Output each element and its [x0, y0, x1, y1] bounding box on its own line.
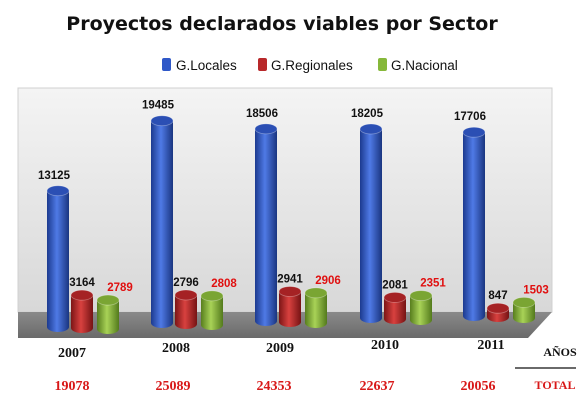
total-value: 19078	[55, 379, 90, 394]
data-label-regionales: 3164	[69, 277, 95, 289]
bar-regionales-2010	[383, 291, 407, 324]
data-label-locales: 18506	[246, 108, 278, 120]
x-axis-labels: 2007 2008 2009 2010 2011	[58, 338, 505, 361]
data-label-regionales: 847	[488, 290, 507, 302]
legend-label-regionales: G.Regionales	[271, 58, 353, 73]
bar-cap	[200, 290, 224, 302]
bar-locales-2007	[46, 185, 70, 332]
bar-cap	[150, 115, 174, 127]
bar-regionales-2009	[278, 286, 302, 327]
bar-locales-2010	[359, 123, 383, 323]
bars-layer: 13125 3164 2789 19485 2796 2808 18506 2941 2906 1…	[38, 100, 549, 334]
chart-title: Proyectos declarados viables por Sector	[66, 13, 498, 35]
data-label-nacional: 1503	[523, 284, 549, 296]
bar-cap	[383, 291, 407, 303]
data-label-nacional: 2789	[107, 282, 133, 294]
bar-body	[279, 291, 301, 327]
bar-body	[360, 129, 382, 323]
data-label-locales: 19485	[142, 100, 175, 112]
bar-nacional-2009	[304, 287, 328, 328]
bar-body	[305, 292, 327, 328]
bar-body	[410, 295, 432, 325]
x-tick-label: 2010	[371, 338, 399, 353]
legend: G.Locales G.Regionales G.Nacional	[162, 58, 458, 73]
legend-item-nacional: G.Nacional	[378, 58, 458, 73]
bar-body	[255, 128, 277, 326]
bar-body	[175, 294, 197, 329]
data-label-nacional: 2351	[420, 278, 446, 290]
total-value: 20056	[461, 379, 496, 394]
bar-regionales-2007	[70, 289, 94, 333]
bar-body	[71, 295, 93, 333]
bar-regionales-2011	[486, 302, 510, 322]
bar-nacional-2010	[409, 290, 433, 325]
data-label-nacional: 2808	[211, 278, 237, 290]
totals-row: 19078 25089 24353 22637 20056	[55, 379, 496, 394]
x-axis-caption: AÑOS	[543, 345, 577, 359]
legend-item-locales: G.Locales	[162, 58, 237, 73]
bar-locales-2008	[150, 115, 174, 328]
bar-cap	[254, 123, 278, 135]
bar-cap	[174, 289, 198, 301]
data-label-nacional: 2906	[315, 275, 341, 287]
bar-body	[151, 120, 173, 328]
bar-nacional-2007	[96, 294, 120, 334]
bar-body	[201, 295, 223, 330]
bar-cap	[96, 294, 120, 306]
bar-body	[463, 132, 485, 321]
legend-label-nacional: G.Nacional	[391, 58, 458, 73]
bar-cap	[70, 289, 94, 301]
bar-cap	[462, 126, 486, 138]
bar-cap	[46, 185, 70, 197]
bar-cap	[486, 302, 510, 314]
x-tick-label: 2011	[477, 338, 504, 353]
bar-nacional-2008	[200, 290, 224, 330]
legend-swatch-regionales	[258, 58, 267, 71]
legend-item-regionales: G.Regionales	[258, 58, 353, 73]
total-value: 22637	[360, 379, 395, 394]
legend-label-locales: G.Locales	[176, 58, 237, 73]
data-label-locales: 17706	[454, 111, 486, 123]
data-label-regionales: 2941	[277, 273, 303, 285]
x-tick-label: 2008	[162, 341, 190, 356]
total-caption: TOTAL	[535, 378, 576, 392]
bar-body	[97, 300, 119, 334]
bar-body	[513, 302, 535, 323]
bar-body	[47, 190, 69, 332]
legend-swatch-nacional	[378, 58, 387, 71]
bar-cap	[409, 290, 433, 301]
x-tick-label: 2007	[58, 346, 86, 361]
total-value: 25089	[156, 379, 191, 394]
bar-cap	[278, 286, 302, 297]
bar-nacional-2011	[512, 296, 536, 323]
data-label-locales: 13125	[38, 170, 71, 182]
data-label-regionales: 2796	[173, 277, 199, 289]
data-label-locales: 18205	[351, 108, 384, 120]
bar-cap	[512, 296, 536, 308]
bar-regionales-2008	[174, 289, 198, 329]
legend-swatch-locales	[162, 58, 171, 71]
total-value: 24353	[257, 379, 292, 394]
bar-cap	[304, 287, 328, 299]
data-label-regionales: 2081	[382, 279, 408, 291]
bar-locales-2011	[462, 126, 486, 321]
bar-locales-2009	[254, 123, 278, 326]
bar-body	[384, 297, 406, 324]
x-tick-label: 2009	[266, 341, 294, 356]
bar-cap	[359, 123, 383, 135]
